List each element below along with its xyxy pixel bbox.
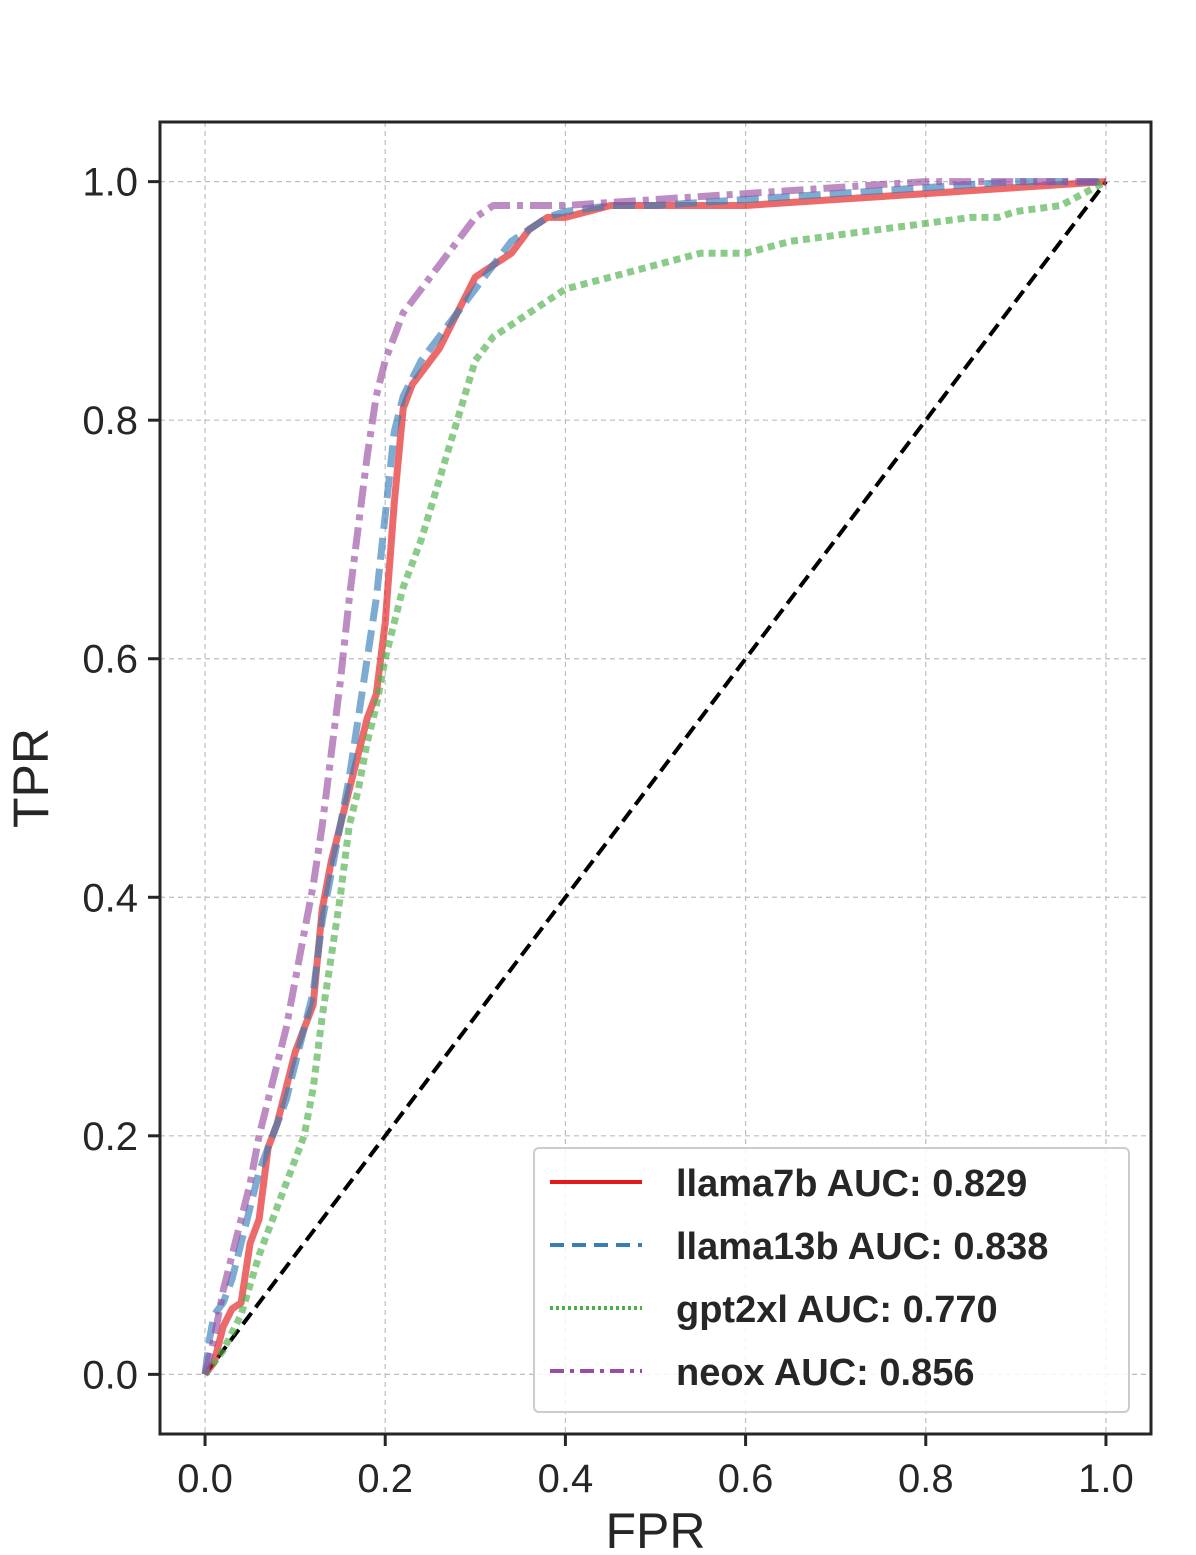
x-tick-label: 0.2	[357, 1457, 413, 1501]
x-axis-label: FPR	[606, 1503, 706, 1555]
legend-label-llama7b: llama7b AUC: 0.829	[676, 1163, 1027, 1205]
chance-line-layer	[203, 180, 1108, 1376]
y-tick-label: 0.2	[82, 1115, 138, 1159]
legend-label-neox: neox AUC: 0.856	[676, 1352, 974, 1394]
y-tick-label: 0.8	[82, 399, 138, 443]
roc-curve-gpt2xl	[202, 178, 1108, 1377]
x-tick-label: 1.0	[1078, 1457, 1134, 1501]
plot-frame	[158, 120, 1153, 1436]
y-tick-label: 1.0	[82, 161, 138, 205]
roc-curve-neox	[201, 178, 1106, 1376]
legend-label-gpt2xl: gpt2xl AUC: 0.770	[676, 1289, 998, 1331]
roc-curves	[201, 178, 1108, 1377]
legend-label-llama13b: llama13b AUC: 0.838	[676, 1226, 1048, 1268]
roc-curve-llama13b	[201, 178, 1106, 1375]
axis-ticks: 0.0 0.2 0.4 0.6 0.8 1.0 0.0 0.2 0.4 0.6 0.8 1.0	[82, 161, 1133, 1501]
x-tick-label: 0.8	[898, 1457, 954, 1501]
chance-diagonal-line	[203, 180, 1108, 1376]
y-tick-label: 0.6	[82, 638, 138, 682]
x-tick-label: 0.6	[718, 1457, 774, 1501]
legend: llama7b AUC: 0.829 llama13b AUC: 0.838 gpt…	[533, 1147, 1130, 1413]
y-tick-label: 0.4	[82, 876, 138, 920]
y-tick-label: 0.0	[82, 1353, 138, 1397]
legend-box	[533, 1147, 1130, 1413]
y-axis-label: TPR	[3, 728, 59, 828]
x-tick-label: 0.4	[538, 1457, 594, 1501]
x-tick-label: 0.0	[177, 1457, 233, 1501]
